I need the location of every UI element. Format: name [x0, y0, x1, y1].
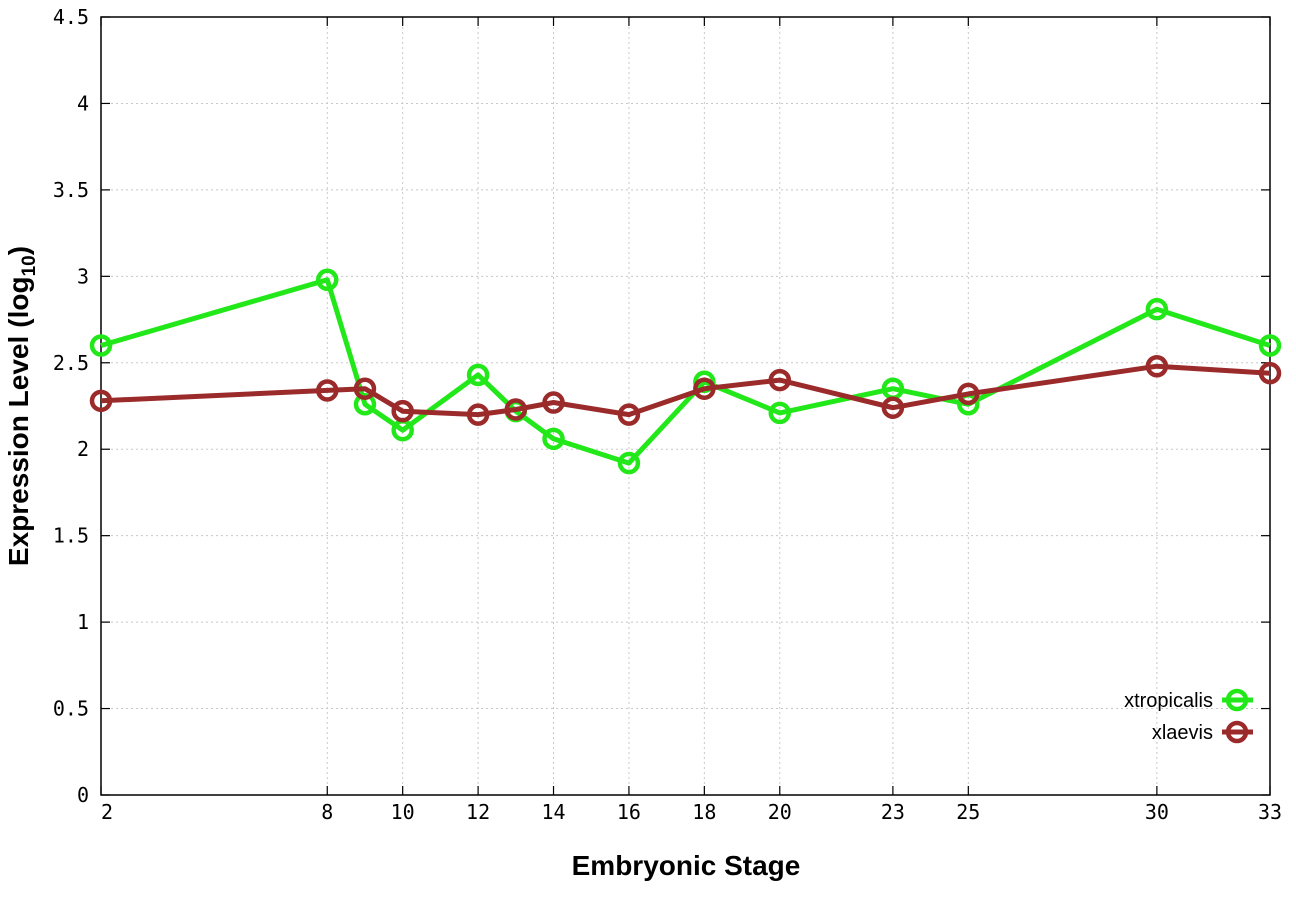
data-point-xtropicalis [316, 268, 339, 292]
y-axis-title-suffix: ) [3, 246, 34, 255]
data-point-xlaevis [504, 398, 528, 421]
legend-marker-xtropicalis [1225, 688, 1249, 712]
data-point-xtropicalis [466, 363, 490, 387]
x-tick-label: 25 [956, 800, 980, 824]
x-tick-label: 30 [1145, 800, 1169, 824]
y-tick-label: 4.5 [53, 5, 89, 29]
x-tick-label: 2 [101, 800, 113, 824]
legend-label-xtropicalis: xtropicalis [1124, 690, 1213, 712]
grid [101, 17, 1270, 795]
y-tick-label: 2 [77, 437, 89, 461]
series-line-xlaevis [100, 363, 1271, 418]
data-point-xlaevis [466, 403, 490, 426]
x-axis-title: Embryonic Stage [572, 850, 801, 881]
data-point-xlaevis [391, 399, 414, 423]
y-tick-label: 4 [77, 91, 89, 115]
axis-ticks: 0 0.5 1 1.5 2 2.5 3 3.5 4 4.5 2 8 10 12 14 16 18 20 23 25 30… [53, 5, 1282, 824]
data-point-xtropicalis [89, 334, 113, 357]
data-point-xlaevis [1258, 361, 1282, 385]
y-axis-title: Expression Level (log10) [3, 246, 40, 566]
x-tick-label: 14 [541, 800, 565, 824]
data-point-xtropicalis [542, 427, 565, 451]
data-point-xlaevis [957, 382, 980, 406]
y-tick-label: 3.5 [53, 178, 89, 202]
plot-border [100, 16, 1271, 796]
data-point-xlaevis [542, 391, 565, 414]
series-line-xtropicalis [100, 277, 1271, 466]
y-tick-label: 0 [77, 783, 89, 807]
legend: xtropicalis xlaevis [1124, 688, 1253, 744]
x-tick-label: 8 [321, 800, 333, 824]
x-tick-label: 12 [466, 800, 490, 824]
data-point-xlaevis [693, 377, 716, 400]
data-point-xlaevis [316, 379, 339, 402]
x-tick-label: 33 [1258, 800, 1282, 824]
y-axis-title-main: Expression Level [3, 336, 34, 566]
data-point-xlaevis [881, 396, 905, 419]
legend-label-xlaevis: xlaevis [1152, 722, 1213, 744]
x-tick-label: 20 [768, 800, 792, 824]
series-xtropicalis [89, 268, 1282, 475]
x-tick-label: 18 [692, 800, 716, 824]
data-point-xtropicalis [617, 451, 641, 475]
y-tick-label: 2.5 [53, 351, 89, 375]
legend-marker-xlaevis [1225, 720, 1249, 744]
data-point-xlaevis [1145, 354, 1169, 378]
data-point-xtropicalis [1258, 334, 1282, 357]
y-tick-label: 3 [77, 264, 89, 288]
x-tick-label: 16 [617, 800, 641, 824]
data-point-xlaevis [353, 377, 377, 400]
series-xlaevis [89, 354, 1282, 426]
data-point-xtropicalis [768, 401, 792, 425]
y-axis-title-subscript: 10 [19, 255, 40, 276]
x-tick-label: 10 [391, 800, 415, 824]
data-point-xtropicalis [1145, 297, 1169, 321]
y-tick-label: 1.5 [53, 524, 89, 548]
y-axis-title-prefix: (log [3, 276, 34, 327]
data-point-xlaevis [617, 403, 641, 426]
y-tick-label: 1 [77, 610, 89, 634]
data-point-xlaevis [768, 368, 792, 392]
data-point-xlaevis [89, 389, 113, 413]
x-tick-label: 23 [881, 800, 905, 824]
series-layer [89, 268, 1282, 475]
data-point-xtropicalis [353, 393, 377, 416]
y-tick-label: 0.5 [53, 697, 89, 721]
